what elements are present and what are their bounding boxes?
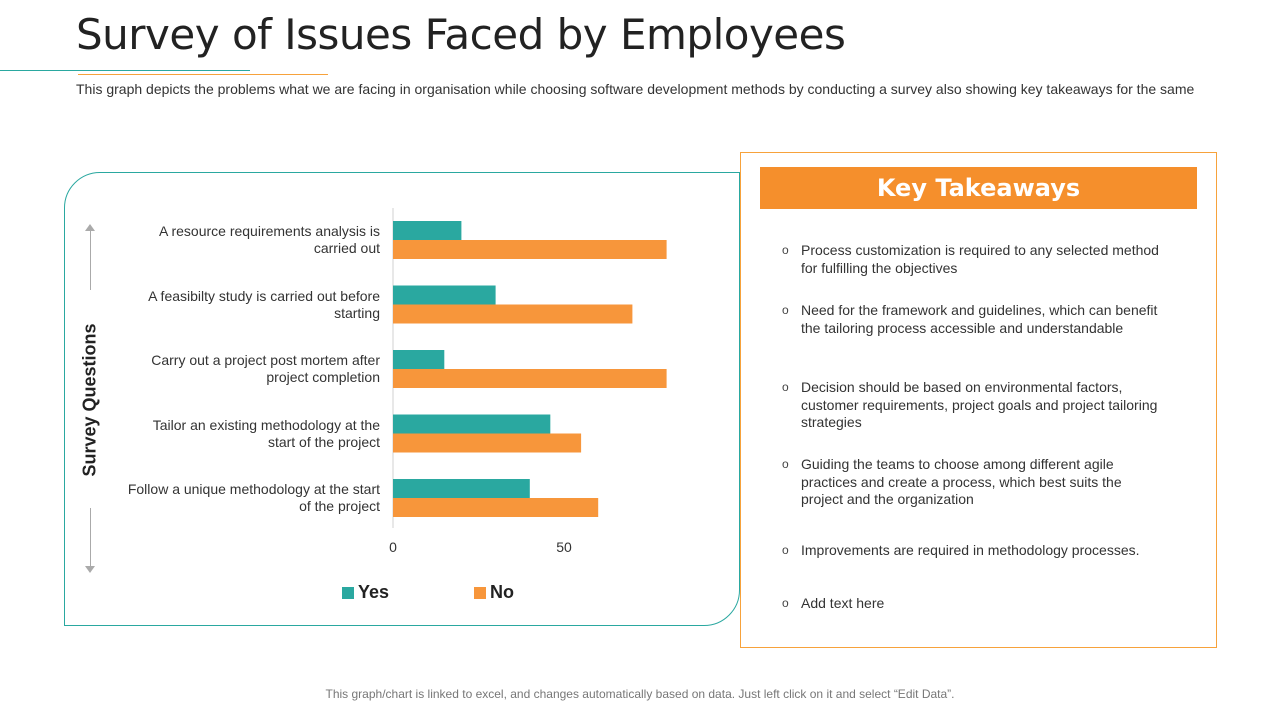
bullet-icon: o	[782, 303, 789, 317]
bullet-icon: o	[782, 243, 789, 257]
bar-yes-2[interactable]	[393, 285, 496, 305]
category-label: A feasibilty study is carried out before…	[100, 288, 380, 322]
key-takeaways-header: Key Takeaways	[760, 167, 1197, 209]
category-label-line: A feasibilty study is carried out before	[148, 287, 380, 304]
bar-yes-3[interactable]	[393, 350, 445, 369]
legend-swatch-yes	[342, 586, 354, 599]
category-label-line: Tailor an existing methodology at the	[152, 416, 380, 433]
legend-label-no: No	[490, 582, 514, 602]
bar-no-5[interactable]	[393, 498, 599, 517]
category-label-line: of the project	[299, 498, 380, 514]
legend-item-yes[interactable]: Yes	[342, 582, 389, 603]
bar-yes-1[interactable]	[393, 221, 462, 240]
bar-no-3[interactable]	[393, 369, 667, 388]
title-underline-teal	[0, 70, 250, 71]
bar-no-2[interactable]	[393, 304, 633, 324]
takeaway-item: o Improvements are required in methodolo…	[782, 542, 1182, 560]
bullet-icon: o	[782, 596, 789, 610]
bar-no-1[interactable]	[393, 240, 667, 259]
takeaway-text: Improvements are required in methodology…	[801, 542, 1140, 558]
page-subtitle: This graph depicts the problems what we …	[76, 81, 1195, 97]
takeaway-text: Guiding the teams to choose among differ…	[801, 456, 1122, 507]
category-label-line: project completion	[266, 369, 380, 385]
takeaway-text: Need for the framework and guidelines, w…	[801, 302, 1158, 336]
bar-yes-4[interactable]	[393, 414, 551, 434]
page-title: Survey of Issues Faced by Employees	[76, 10, 846, 59]
takeaway-item: o Process customization is required to a…	[782, 242, 1162, 277]
category-label-line: Follow a unique methodology at the start	[127, 481, 380, 497]
key-takeaways-panel	[740, 152, 1217, 648]
category-label: A resource requirements analysis is carri…	[100, 223, 380, 257]
takeaway-item[interactable]: o Add text here	[782, 595, 1162, 613]
legend-item-no[interactable]: No	[474, 582, 514, 603]
bar-no-4[interactable]	[393, 433, 582, 453]
legend-label-yes: Yes	[358, 582, 390, 602]
takeaway-text: Add text here	[801, 595, 885, 611]
arrow-down-icon	[85, 566, 95, 573]
chart-panel	[64, 172, 740, 626]
category-label-line: carried out	[313, 240, 380, 256]
bullet-icon: o	[782, 380, 789, 394]
x-tick-label: 50	[556, 539, 572, 555]
bullet-icon: o	[782, 457, 789, 471]
category-label: Follow a unique methodology at the start…	[100, 481, 380, 515]
category-label-line: A resource requirements analysis is	[159, 223, 380, 239]
title-underline-orange	[78, 74, 328, 75]
takeaway-item: o Guiding the teams to choose among diff…	[782, 456, 1162, 509]
category-label: Carry out a project post mortem after pro…	[100, 352, 380, 386]
takeaway-text: Decision should be based on environmenta…	[801, 379, 1158, 430]
bar-yes-5[interactable]	[393, 479, 530, 498]
y-axis-title-line-bottom	[90, 508, 91, 568]
category-label-line: starting	[334, 304, 380, 321]
footer-note: This graph/chart is linked to excel, and…	[325, 687, 955, 701]
y-axis-title-line-top	[90, 230, 91, 290]
arrow-up-icon	[85, 224, 95, 231]
takeaway-item: o Decision should be based on environmen…	[782, 379, 1162, 432]
x-tick-label: 0	[389, 539, 397, 555]
category-label: Tailor an existing methodology at the sta…	[100, 417, 380, 451]
legend-swatch-no	[474, 586, 486, 599]
category-label-line: start of the project	[267, 433, 380, 450]
category-label-line: Carry out a project post mortem after	[151, 352, 380, 368]
takeaway-text: Process customization is required to any…	[801, 242, 1159, 276]
y-axis-title-group: Survey Questions	[64, 224, 116, 573]
takeaway-item: o Need for the framework and guidelines,…	[782, 302, 1162, 337]
bullet-icon: o	[782, 543, 789, 557]
